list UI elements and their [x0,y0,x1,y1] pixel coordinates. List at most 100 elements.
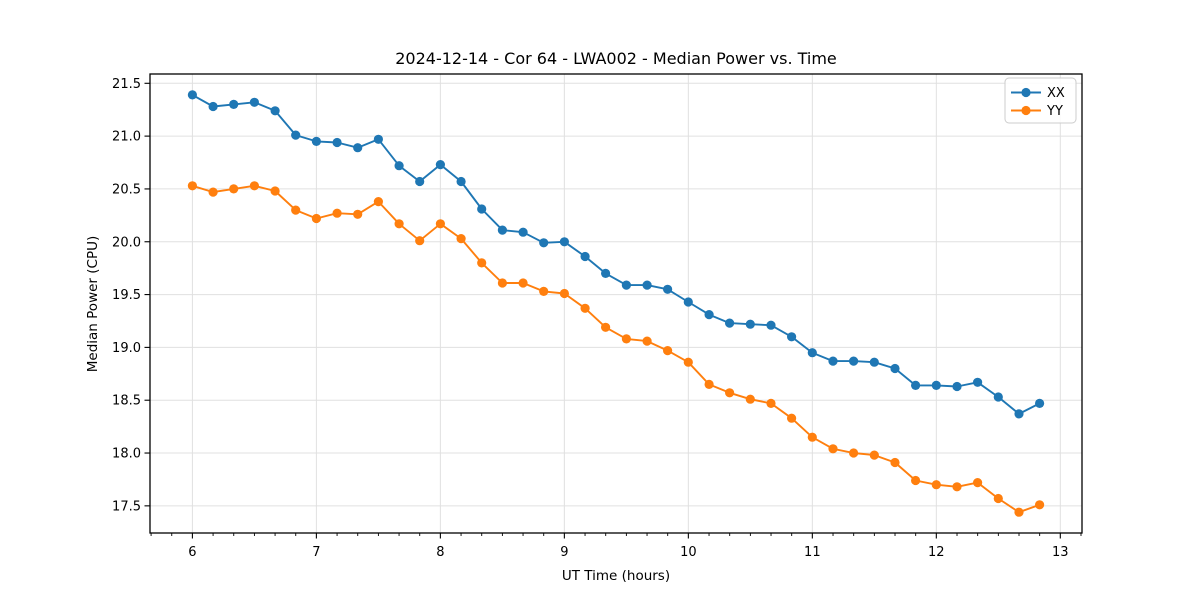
data-point-YY [332,208,342,218]
data-point-YY [952,482,962,492]
data-point-YY [663,346,673,356]
grid-layer [150,74,1082,533]
data-point-XX [973,377,983,387]
data-point-XX [559,237,570,247]
data-point-YY [270,186,280,196]
data-point-YY [1035,500,1045,510]
data-point-YY [869,450,879,460]
data-point-XX [621,280,632,290]
series-layer [187,90,1045,517]
legend-label: XX [1047,86,1065,101]
x-axis-label: UT Time (hours) [562,568,670,584]
data-point-XX [291,130,301,140]
data-point-YY [435,219,445,229]
data-point-YY [477,258,487,268]
data-point-XX [993,392,1003,402]
data-point-YY [828,444,838,454]
legend: XX YY [1004,77,1077,124]
data-point-XX [828,356,838,366]
data-point-XX [890,363,900,374]
data-point-YY [601,322,611,332]
data-point-YY [787,413,797,423]
data-point-XX [229,99,239,109]
data-point-XX [766,320,776,330]
data-point-XX [270,106,280,116]
data-point-YY [807,432,817,442]
data-point-XX [394,161,404,171]
y-tick-label: 19.5 [112,288,141,303]
x-tick-label: 7 [312,545,320,560]
y-axis-label: Median Power (CPU) [85,236,101,372]
data-point-XX [931,380,941,390]
x-tick-label: 13 [1052,545,1069,560]
data-point-YY [580,303,590,313]
x-tick-label: 8 [436,545,444,560]
x-tick-label: 9 [560,545,568,560]
data-point-YY [394,219,404,229]
data-point-YY [849,448,859,458]
y-tick-label: 19.0 [112,341,141,356]
data-point-XX [456,176,466,187]
data-point-XX [332,137,342,148]
x-tick-label: 12 [928,545,945,560]
data-point-YY [497,278,507,288]
data-point-YY [704,379,714,389]
data-point-YY [766,398,776,408]
data-point-XX [249,97,259,107]
data-point-YY [973,478,983,488]
data-point-XX [435,160,445,170]
data-point-XX [518,227,528,237]
y-tick-label: 21.5 [112,77,141,92]
legend-marker [1021,105,1031,116]
data-point-XX [683,297,693,307]
data-point-YY [249,181,259,191]
data-point-XX [704,310,714,320]
chart-title: 2024-12-14 - Cor 64 - LWA002 - Median Po… [395,49,837,68]
data-point-XX [745,319,755,329]
data-point-XX [477,204,487,214]
data-point-YY [683,357,693,367]
data-point-XX [1035,398,1045,408]
data-point-YY [539,286,549,296]
data-point-YY [229,184,239,194]
data-point-XX [187,90,197,100]
legend-box [1004,77,1077,124]
data-point-YY [415,236,425,246]
legend-marker [1021,87,1031,98]
tick-layer: 6 7 8 9 10 11 12 13 17.5 18.0 18.5 19.0 19.5 20.0 20.5… [112,77,1082,560]
data-point-XX [497,225,507,235]
data-point-YY [911,475,921,486]
data-point-YY [373,197,383,207]
data-point-XX [601,268,611,278]
y-tick-label: 21.0 [112,130,141,145]
x-tick-label: 6 [188,545,196,560]
data-point-YY [745,394,755,404]
data-point-YY [208,187,218,197]
data-point-XX [952,381,962,392]
data-point-XX [911,380,921,390]
data-point-XX [373,134,383,144]
data-point-XX [642,280,652,290]
data-point-YY [518,278,528,288]
data-point-XX [849,356,859,366]
data-point-YY [456,234,466,244]
y-tick-label: 18.0 [112,447,141,462]
data-point-XX [787,332,797,342]
data-point-XX [1014,409,1024,419]
data-point-XX [539,238,549,248]
data-point-XX [311,136,321,146]
data-point-XX [353,143,363,153]
data-point-YY [642,336,652,346]
data-point-YY [1014,507,1024,517]
data-point-XX [725,318,735,328]
y-tick-label: 18.5 [112,394,141,409]
data-point-YY [187,181,197,191]
legend-label: YY [1046,104,1063,119]
data-point-XX [208,101,218,112]
y-tick-label: 20.0 [112,235,141,250]
data-point-YY [725,388,735,398]
data-point-YY [931,480,941,490]
series-line-YY [192,184,1040,514]
data-point-YY [353,209,363,219]
